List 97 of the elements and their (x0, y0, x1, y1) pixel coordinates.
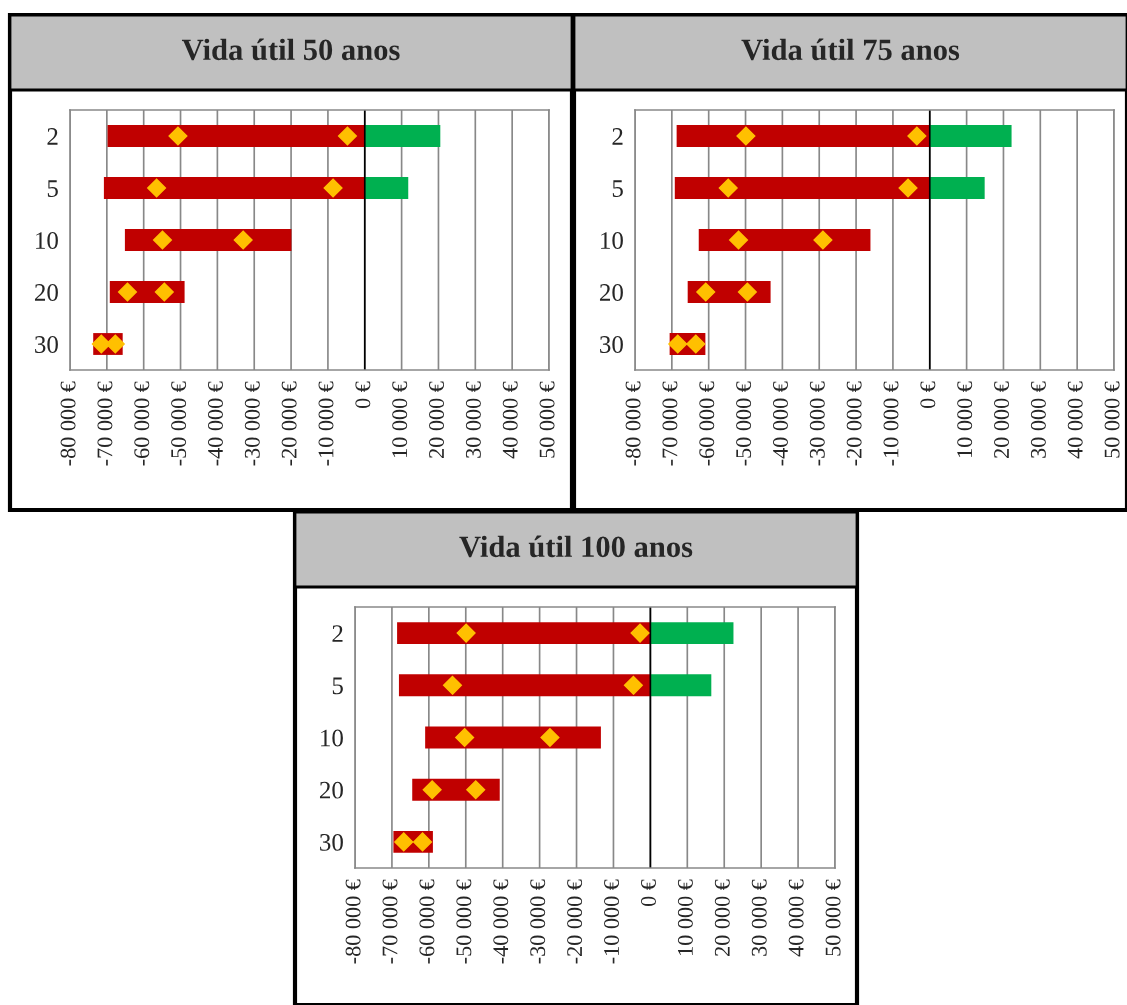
point (323, 178, 343, 198)
point (168, 126, 188, 146)
y-tick-label: 20 (319, 781, 343, 799)
y-tick-label: 5 (612, 180, 623, 197)
point (466, 780, 486, 800)
point (154, 282, 174, 302)
x-tick-label: 30 000 € (465, 381, 481, 458)
x-tick-label: -40 000 € (493, 879, 509, 964)
bar (929, 125, 1012, 147)
bar (674, 177, 930, 199)
x-tick-label: -10 000 € (883, 381, 899, 466)
y-tick-label: 2 (332, 625, 343, 642)
x-tick-label: -60 000 € (134, 381, 150, 466)
x-tick-label: -30 000 € (809, 381, 825, 466)
point (540, 727, 560, 748)
x-tick-label: -80 000 € (345, 879, 361, 964)
x-tick-label: 40 000 € (502, 381, 518, 459)
x-tick-label: -50 000 € (456, 879, 472, 964)
x-tick-label: 20 000 € (429, 381, 445, 458)
point (718, 178, 738, 198)
x-tick-label: -40 000 € (772, 381, 788, 466)
bar (650, 622, 734, 645)
y-tick-label: 10 (601, 232, 623, 249)
bar (103, 177, 365, 199)
x-tick-label: 50 000 € (1104, 381, 1120, 458)
point (455, 727, 475, 748)
x-tick-label: 30 000 € (751, 879, 767, 956)
x-tick-label: 40 000 € (1067, 381, 1083, 459)
x-tick-label: -70 000 € (97, 381, 113, 466)
point (117, 282, 138, 302)
x-tick-label: -60 000 € (699, 381, 715, 466)
chart-title: Vida útil 75 anos (741, 38, 960, 61)
x-tick-label: 0 € (355, 381, 371, 409)
x-tick-label: -40 000 € (207, 381, 223, 466)
point (737, 282, 757, 302)
x-tick-label: 10 000 € (957, 381, 973, 457)
point (233, 230, 253, 250)
x-tick-label: 40 000 € (788, 879, 804, 957)
point (736, 126, 756, 146)
x-tick-label: 50 000 € (825, 879, 841, 956)
x-tick-label: 20 000 € (994, 381, 1010, 458)
x-tick-label: -70 000 € (382, 879, 398, 964)
x-tick-label: 30 000 € (1030, 381, 1046, 458)
bar (397, 622, 651, 645)
x-tick-label: -50 000 € (171, 381, 187, 466)
y-tick-label: 2 (612, 128, 623, 145)
bar (676, 125, 930, 147)
x-tick-label: -80 000 € (625, 381, 641, 466)
point (456, 623, 476, 643)
x-tick-label: -10 000 € (604, 879, 620, 964)
bar (364, 177, 409, 199)
chart-title: Vida útil 50 anos (181, 38, 400, 61)
point (337, 126, 357, 146)
y-tick-label: 5 (332, 677, 343, 695)
x-tick-label: -30 000 € (530, 879, 546, 964)
point (422, 780, 442, 800)
x-tick-label: 10 000 € (392, 381, 408, 457)
x-tick-label: 0 € (640, 879, 656, 907)
point (147, 178, 167, 198)
y-tick-label: 20 (34, 284, 58, 301)
x-tick-label: 0 € (920, 381, 936, 409)
x-tick-label: -60 000 € (419, 879, 435, 964)
point (898, 178, 918, 198)
bar (107, 125, 365, 147)
y-tick-label: 30 (35, 336, 58, 353)
x-tick-label: -70 000 € (662, 381, 678, 466)
bar (364, 125, 441, 147)
x-tick-label: 50 000 € (539, 381, 555, 458)
bar (698, 229, 871, 251)
y-tick-label: 2 (47, 128, 58, 145)
x-tick-label: 20 000 € (714, 879, 730, 956)
bar (398, 674, 651, 697)
point (813, 230, 833, 250)
x-tick-label: 10 000 € (677, 879, 693, 955)
x-tick-label: -20 000 € (281, 381, 297, 466)
point (442, 675, 463, 695)
y-tick-label: 5 (47, 180, 58, 197)
y-tick-label: 30 (600, 336, 623, 353)
x-tick-label: -80 000 € (60, 381, 76, 466)
chart-title: Vida útil 100 anos (459, 535, 693, 558)
x-tick-label: -50 000 € (736, 381, 752, 466)
x-tick-label: -30 000 € (244, 381, 260, 466)
x-tick-label: -20 000 € (567, 879, 583, 964)
y-tick-label: 10 (321, 729, 343, 747)
bar (650, 674, 712, 697)
y-tick-label: 20 (599, 284, 623, 301)
bar (929, 177, 985, 199)
point (907, 126, 927, 146)
y-tick-label: 30 (320, 833, 343, 851)
point (630, 623, 650, 643)
x-tick-label: -10 000 € (318, 381, 334, 466)
point (623, 675, 643, 695)
point (696, 282, 716, 302)
point (152, 230, 173, 250)
x-tick-label: -20 000 € (846, 381, 862, 466)
point (729, 230, 749, 250)
y-tick-label: 10 (36, 232, 58, 249)
